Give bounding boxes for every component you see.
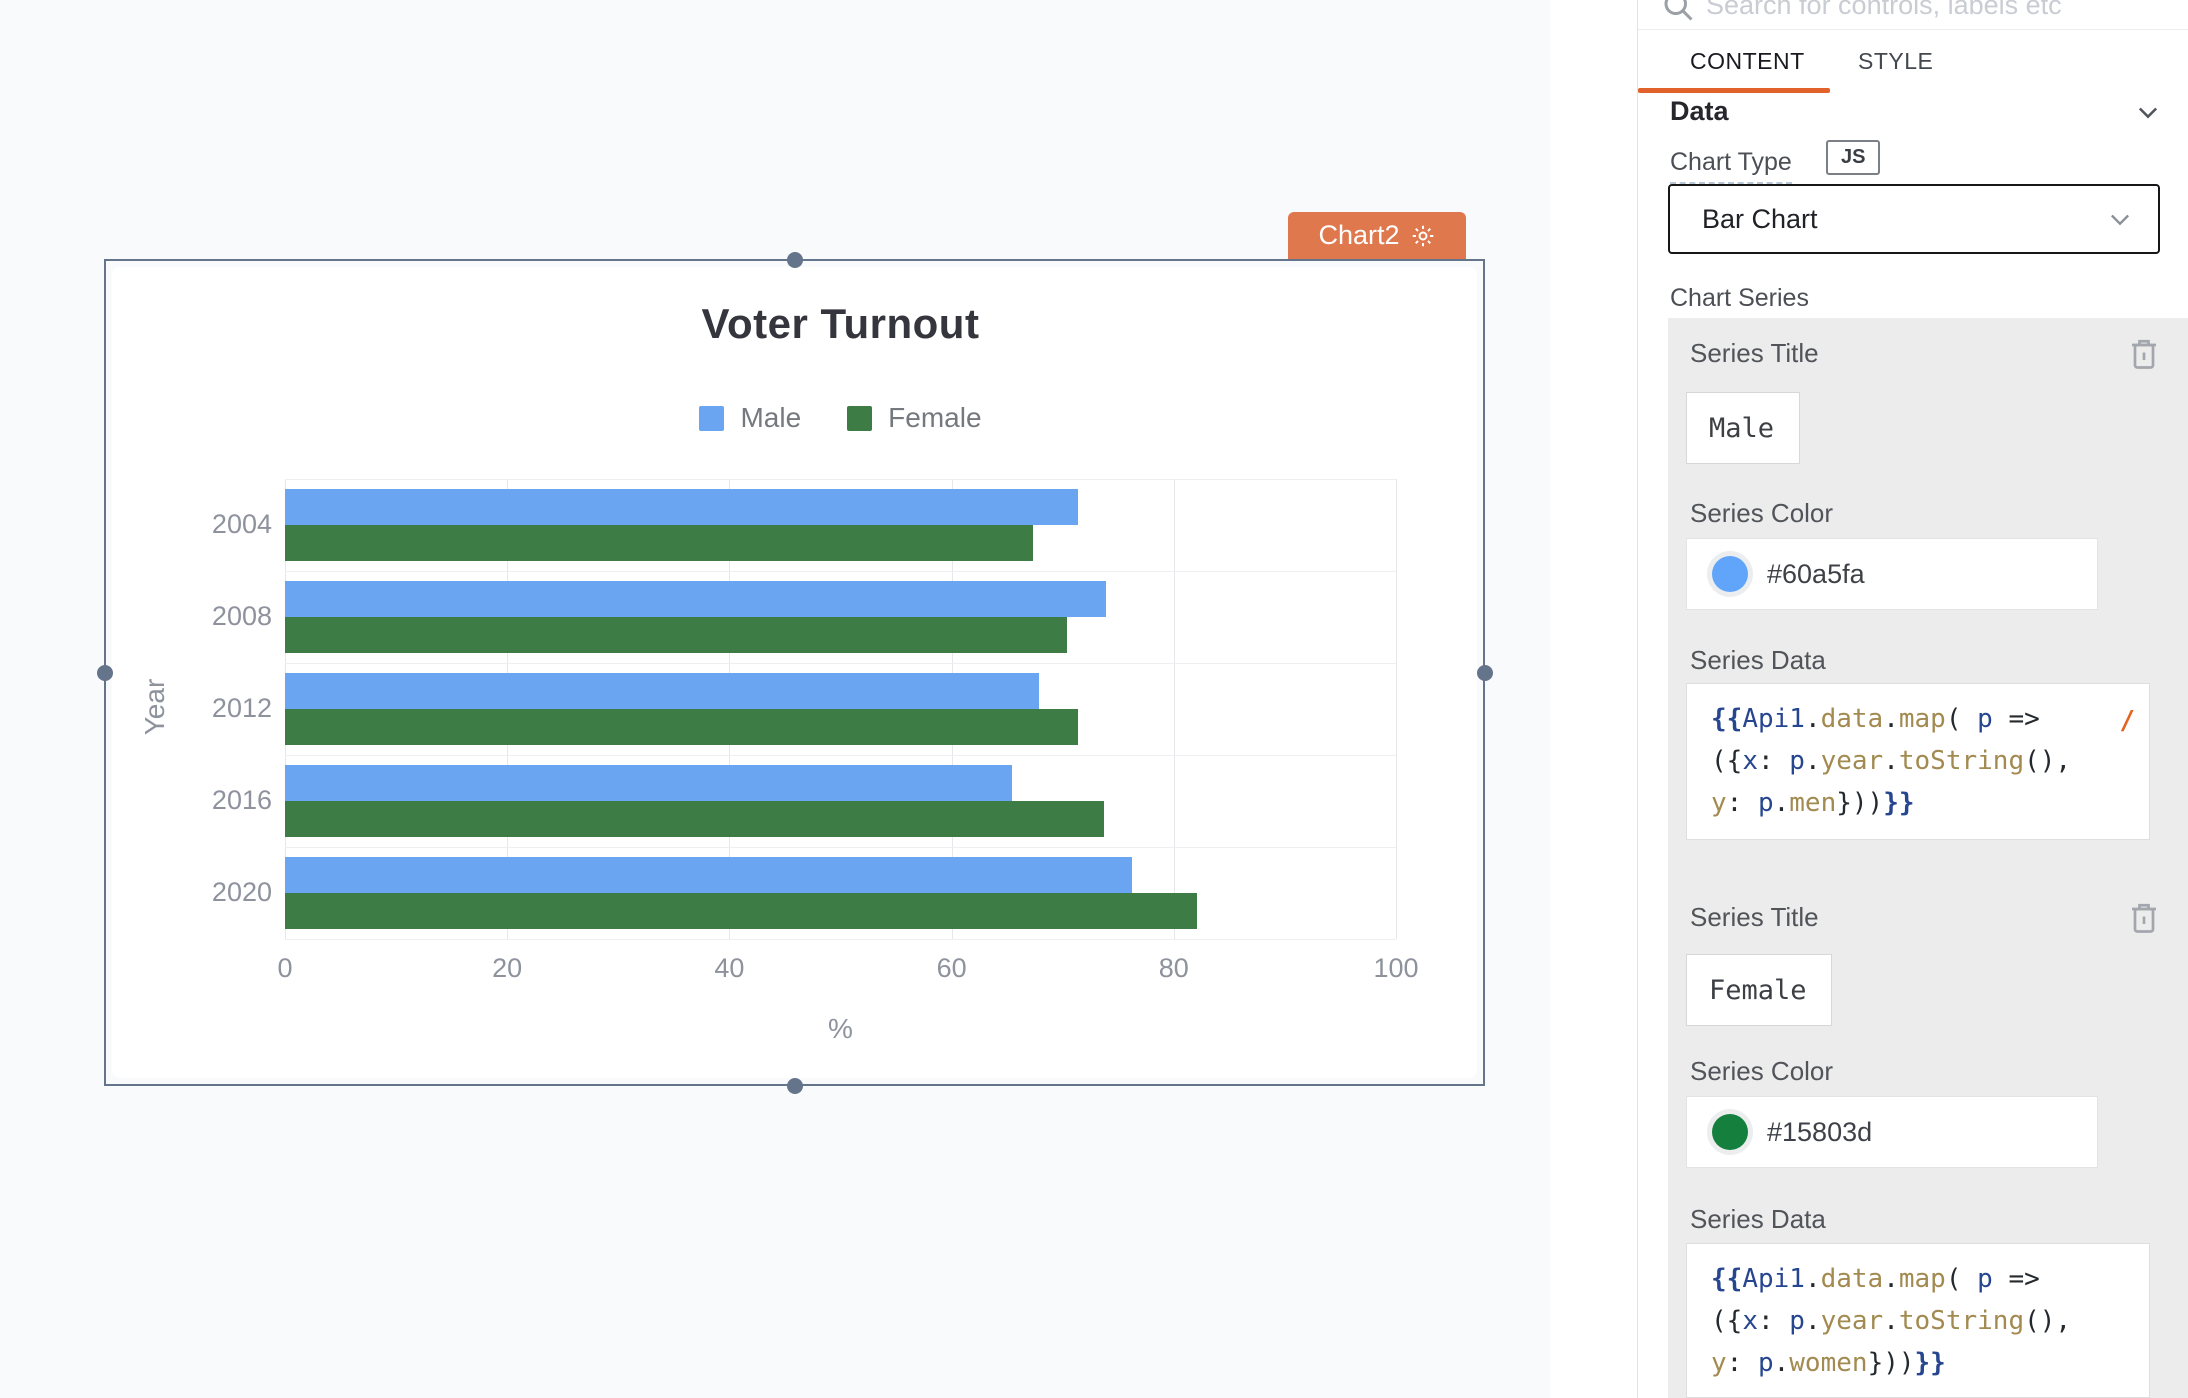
legend-label: Female	[888, 402, 982, 433]
gridline-horizontal	[285, 663, 1396, 664]
chart-series-card	[1668, 318, 2188, 1398]
chevron-down-icon	[2106, 205, 2134, 233]
gear-icon[interactable]	[1410, 223, 1436, 249]
data-section-title: Data	[1670, 96, 1729, 126]
chart-series-label: Chart Series	[1670, 284, 1809, 320]
delete-series-button[interactable]	[2126, 334, 2162, 374]
color-hex-value: #15803d	[1767, 1116, 1873, 1147]
x-axis-title: %	[828, 1013, 853, 1044]
x-tick-label: 0	[277, 953, 293, 983]
series-title-input[interactable]: Male	[1686, 392, 1800, 464]
series-data-code[interactable]: / {{Api1.data.map( p => ({x: p.year.toStr…	[1686, 683, 2150, 840]
bar-male	[285, 857, 1132, 893]
series-color-field[interactable]: #60a5fa	[1686, 538, 2098, 610]
bar-female	[285, 801, 1104, 837]
bar-female	[285, 525, 1033, 561]
bar-male	[285, 765, 1012, 801]
gridline-vertical	[1396, 479, 1397, 939]
series-color-label: Series Color	[1690, 1056, 1834, 1086]
tab-style[interactable]: STYLE	[1858, 48, 1934, 74]
delete-series-button[interactable]	[2126, 898, 2162, 938]
widget-selection-border	[104, 259, 1485, 1086]
chevron-down-icon[interactable]	[2134, 98, 2162, 126]
search-placeholder: Search for controls, labels etc	[1706, 0, 2062, 20]
color-hex-value: #60a5fa	[1767, 558, 1865, 589]
series-title-input[interactable]: Female	[1686, 954, 1832, 1026]
series-color-label: Series Color	[1690, 498, 1834, 528]
resize-handle-top[interactable]	[787, 252, 803, 268]
code-line: ({x: p.year.toString(),	[1711, 1306, 2072, 1336]
bar-female	[285, 893, 1198, 929]
bar-male	[285, 673, 1040, 709]
gridline-horizontal	[285, 571, 1396, 572]
color-swatch	[1707, 1109, 1753, 1155]
bar-male	[285, 489, 1079, 525]
search-icon	[1660, 0, 1696, 24]
series-data-label: Series Data	[1690, 1204, 1826, 1234]
legend-item[interactable]: Female	[847, 402, 982, 434]
y-tick-label: 2016	[211, 785, 272, 815]
x-tick-label: 60	[936, 953, 967, 983]
chart-type-select[interactable]: Bar Chart	[1668, 184, 2160, 254]
code-line: {{Api1.data.map( p =>	[1711, 1264, 2040, 1294]
js-toggle-button[interactable]: JS	[1826, 140, 1881, 175]
bar-male	[285, 581, 1107, 617]
resize-handle-right[interactable]	[1477, 665, 1493, 681]
gridline-horizontal	[285, 479, 1396, 480]
bar-female	[285, 617, 1068, 653]
widget-name-tag[interactable]: Chart2	[1288, 212, 1466, 259]
gridline-horizontal	[285, 755, 1396, 756]
series-title-value: Female	[1709, 974, 1807, 1006]
bar-female	[285, 709, 1079, 745]
color-swatch	[1707, 551, 1753, 597]
series-data-label: Series Data	[1690, 645, 1826, 675]
resize-handle-bottom[interactable]	[787, 1078, 803, 1094]
code-line: {{Api1.data.map( p =>	[1711, 704, 2040, 734]
code-line: y: p.women}))}}	[1711, 1348, 1946, 1378]
chart-title: Voter Turnout	[701, 300, 980, 347]
line-wrap-marker: /	[2119, 706, 2135, 736]
tab-content[interactable]: CONTENT	[1690, 48, 1805, 74]
x-tick-label: 40	[714, 953, 745, 983]
series-title-label: Series Title	[1690, 338, 1819, 368]
chart-legend: Male Female	[285, 402, 1396, 434]
series-data-code[interactable]: {{Api1.data.map( p => ({x: p.year.toStrin…	[1686, 1243, 2150, 1398]
resize-handle-left[interactable]	[97, 665, 113, 681]
series-color-field[interactable]: #15803d	[1686, 1096, 2098, 1168]
x-tick-label: 100	[1373, 953, 1419, 983]
widget-name-label: Chart2	[1318, 220, 1400, 250]
x-tick-label: 20	[492, 953, 523, 983]
y-tick-label: 2008	[211, 601, 272, 631]
y-tick-label: 2020	[211, 877, 272, 907]
panel-divider	[1637, 0, 1638, 1398]
legend-label: Male	[740, 402, 802, 433]
gridline-horizontal	[285, 847, 1396, 848]
chart-type-label: Chart Type	[1670, 148, 1792, 184]
y-tick-label: 2012	[211, 693, 272, 723]
property-search[interactable]: Search for controls, labels etc	[1638, 0, 2188, 30]
code-line: y: p.men}))}}	[1711, 788, 1915, 818]
gridline-horizontal	[285, 939, 1396, 940]
x-tick-label: 80	[1158, 953, 1189, 983]
y-tick-label: 2004	[211, 509, 272, 539]
gridline-vertical	[1173, 479, 1175, 939]
legend-swatch	[847, 405, 873, 431]
chart-type-value: Bar Chart	[1702, 203, 1818, 234]
code-line: ({x: p.year.toString(),	[1711, 746, 2072, 776]
active-tab-indicator	[1638, 88, 1830, 93]
legend-swatch	[699, 405, 725, 431]
canvas-panel-gap	[1550, 0, 1638, 1398]
legend-item[interactable]: Male	[699, 402, 801, 434]
chart-widget[interactable]	[112, 267, 1477, 1078]
series-title-value: Male	[1709, 412, 1775, 444]
series-title-label: Series Title	[1690, 902, 1819, 932]
